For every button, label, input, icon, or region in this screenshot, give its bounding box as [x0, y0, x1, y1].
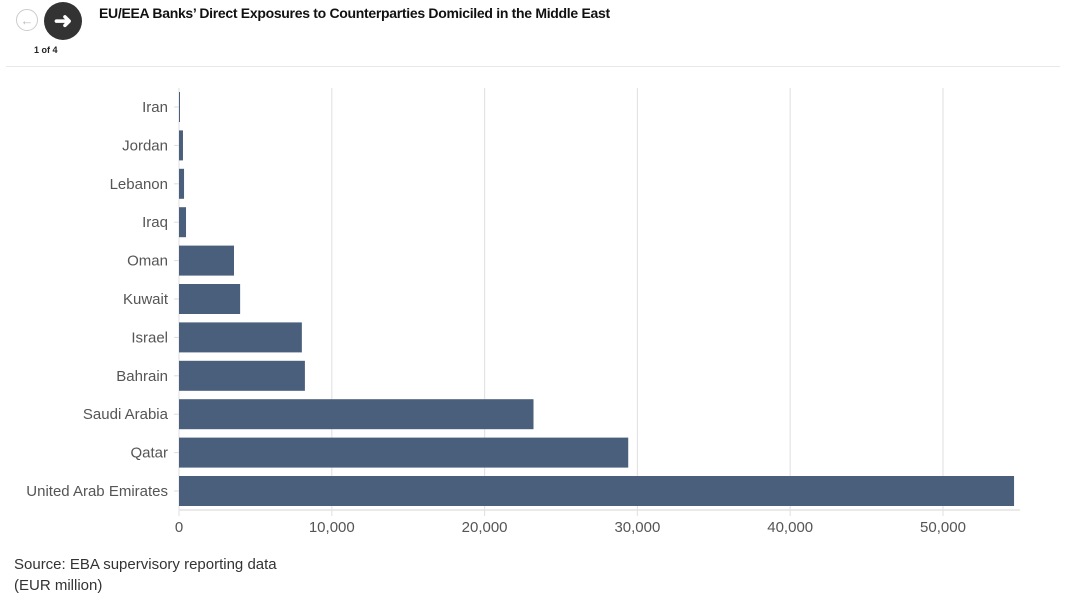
bar[interactable] [179, 476, 1015, 506]
chart-title: EU/EEA Banks’ Direct Exposures to Counte… [99, 5, 610, 21]
y-category-label: United Arab Emirates [26, 483, 168, 500]
y-category-label: Iraq [142, 214, 168, 231]
source-note: Source: EBA supervisory reporting data (… [14, 554, 277, 596]
x-tick-label: 50,000 [920, 519, 966, 536]
arrow-right-icon: ➜ [53, 8, 73, 33]
y-category-label: Lebanon [110, 176, 168, 193]
y-category-label: Jordan [122, 137, 168, 154]
bar[interactable] [179, 322, 302, 353]
y-category-label: Saudi Arabia [83, 406, 169, 423]
bar[interactable] [179, 245, 235, 276]
y-category-label: Bahrain [116, 368, 168, 385]
y-category-label: Qatar [130, 445, 168, 462]
divider [6, 66, 1060, 67]
next-button[interactable]: ➜ [44, 2, 82, 40]
source-text: Source: EBA supervisory reporting data [14, 556, 277, 573]
x-tick-label: 10,000 [309, 519, 355, 536]
bar[interactable] [179, 92, 180, 122]
bar[interactable] [179, 284, 241, 314]
unit-text: (EUR million) [14, 577, 103, 594]
bar[interactable] [179, 207, 187, 238]
previous-button[interactable]: ← [16, 9, 38, 31]
bar[interactable] [179, 399, 534, 430]
y-category-label: Oman [127, 253, 168, 270]
x-tick-label: 30,000 [614, 519, 660, 536]
arrow-left-icon: ← [20, 12, 34, 28]
bar[interactable] [179, 360, 305, 391]
x-tick-label: 40,000 [767, 519, 813, 536]
y-category-label: Israel [131, 329, 168, 346]
bar[interactable] [179, 130, 183, 161]
y-category-label: Kuwait [123, 291, 169, 308]
x-tick-label: 20,000 [462, 519, 508, 536]
page-counter: 1 of 4 [34, 45, 58, 55]
bar[interactable] [179, 437, 629, 468]
y-category-label: Iran [142, 99, 168, 116]
bar[interactable] [179, 168, 185, 199]
x-tick-label: 0 [175, 519, 183, 536]
